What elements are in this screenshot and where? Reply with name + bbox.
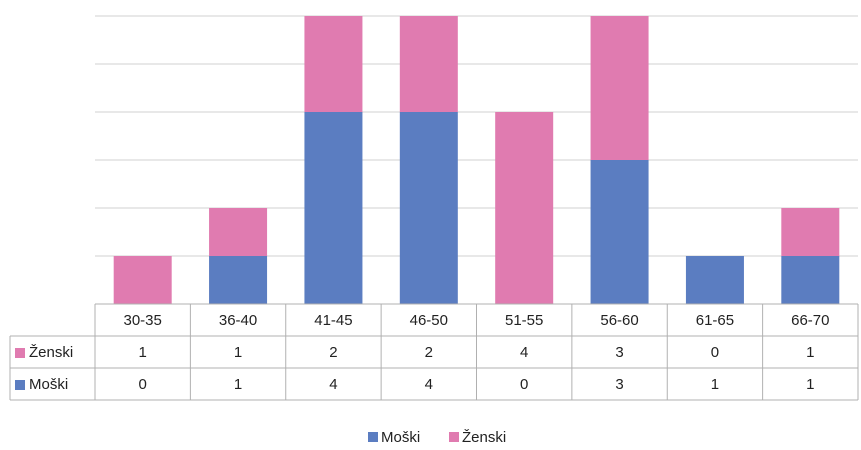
x-tick-label: 51-55 — [505, 312, 543, 329]
legend-label: Ženski — [462, 429, 506, 446]
x-tick-label: 66-70 — [791, 312, 829, 329]
legend-key — [15, 380, 25, 390]
table-value: 0 — [711, 344, 719, 361]
table-value: 1 — [234, 344, 242, 361]
table-value: 4 — [520, 344, 528, 361]
table-value: 4 — [425, 376, 433, 393]
bar — [304, 16, 363, 112]
bar — [209, 256, 268, 304]
x-tick-label: 36-40 — [219, 312, 257, 329]
bar — [781, 208, 840, 256]
bar — [113, 256, 172, 304]
row-label: Moški — [29, 376, 68, 393]
table-value: 3 — [615, 344, 623, 361]
table-value: 0 — [520, 376, 528, 393]
table-value: 3 — [615, 376, 623, 393]
legend-key — [449, 432, 459, 442]
x-tick-label: 30-35 — [124, 312, 162, 329]
table-value: 2 — [425, 344, 433, 361]
legend-label: Moški — [381, 429, 420, 446]
table-value: 0 — [139, 376, 147, 393]
table-value: 2 — [329, 344, 337, 361]
bar — [590, 160, 649, 304]
table-value: 1 — [806, 376, 814, 393]
table-value: 1 — [234, 376, 242, 393]
table-value: 1 — [806, 344, 814, 361]
bar — [304, 112, 363, 304]
table-value: 1 — [711, 376, 719, 393]
bar — [590, 16, 649, 160]
x-tick-label: 61-65 — [696, 312, 734, 329]
legend-key — [15, 348, 25, 358]
legend-key — [368, 432, 378, 442]
x-tick-label: 56-60 — [600, 312, 638, 329]
bar — [399, 16, 458, 112]
table-value: 4 — [329, 376, 337, 393]
x-tick-label: 41-45 — [314, 312, 352, 329]
bar — [781, 256, 840, 304]
bar — [399, 112, 458, 304]
bar — [685, 256, 744, 304]
table-value: 1 — [139, 344, 147, 361]
row-label: Ženski — [29, 344, 73, 361]
x-tick-label: 46-50 — [410, 312, 448, 329]
bar — [495, 112, 554, 304]
bar — [209, 208, 268, 256]
